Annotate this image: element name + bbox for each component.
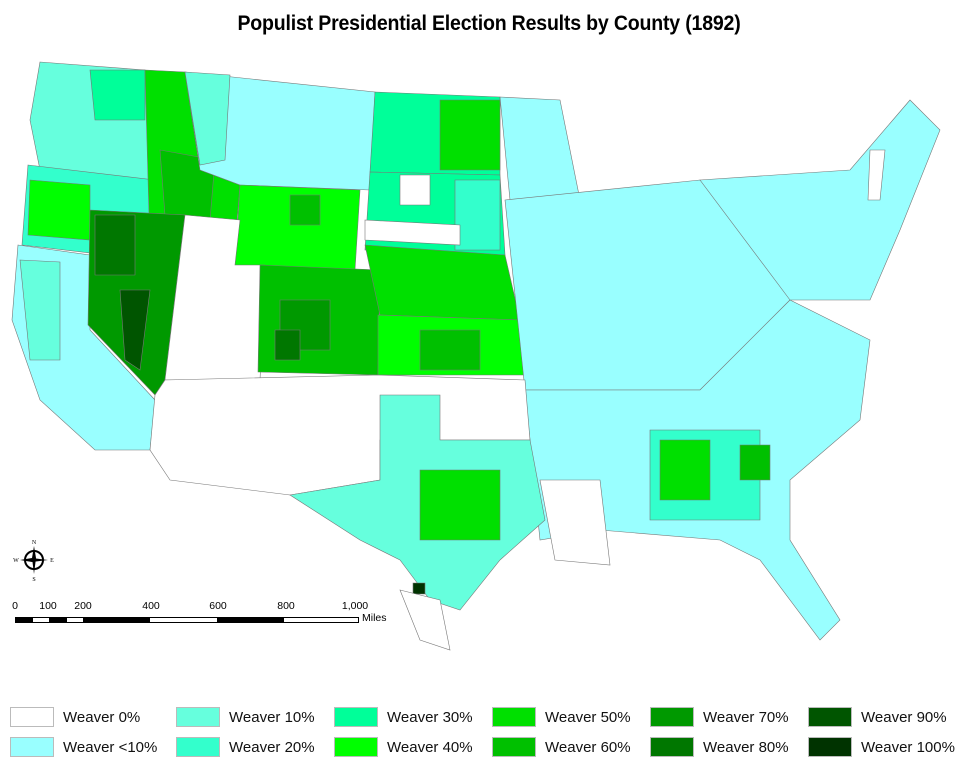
legend-item: Weaver 10% (176, 706, 315, 728)
legend-swatch (492, 737, 536, 757)
scale-segments (15, 617, 359, 623)
svg-text:S: S (32, 577, 35, 582)
legend-swatch (650, 737, 694, 757)
scale-segment (216, 618, 285, 622)
legend-swatch (176, 737, 220, 757)
legend-swatch (492, 707, 536, 727)
scale-segment (48, 618, 67, 622)
legend-item: Weaver 70% (650, 706, 789, 728)
legend-item: Weaver <10% (10, 736, 157, 758)
legend-swatch (808, 707, 852, 727)
legend-label: Weaver 80% (703, 738, 789, 756)
scale-segment (32, 618, 49, 622)
scale-unit: Miles (362, 612, 387, 624)
scale-bar: 0 100 200 400 600 800 1,000 Miles (8, 600, 408, 630)
us-county-map (11, 61, 941, 651)
map-title: Populist Presidential Election Results b… (237, 12, 741, 35)
scale-tick-label: 800 (277, 600, 295, 612)
legend-item: Weaver 60% (492, 736, 631, 758)
legend-label: Weaver 50% (545, 708, 631, 726)
legend-item: Weaver 40% (334, 736, 473, 758)
scale-segment (150, 618, 217, 622)
region-texas (289, 394, 546, 611)
svg-text:E: E (50, 558, 54, 564)
scale-ticks: 0 100 200 400 600 800 1,000 (8, 600, 408, 614)
legend-swatch (10, 707, 54, 727)
legend-label: Weaver 90% (861, 708, 947, 726)
legend-label: Weaver 10% (229, 708, 315, 726)
legend-label: Weaver 100% (861, 738, 955, 756)
scale-tick-label: 100 (39, 600, 57, 612)
scale-segment (16, 618, 33, 622)
legend: Weaver 0% Weaver <10% Weaver 10% Weaver 20%… (10, 706, 970, 766)
legend-swatch (808, 737, 852, 757)
scale-tick-label: 200 (74, 600, 92, 612)
legend-label: Weaver 40% (387, 738, 473, 756)
legend-label: Weaver <10% (63, 738, 158, 756)
region-minnesota (499, 96, 581, 201)
legend-label: Weaver 20% (229, 738, 315, 756)
scale-tick-label: 0 (12, 600, 18, 612)
legend-label: Weaver 70% (703, 708, 789, 726)
svg-text:N: N (32, 540, 37, 546)
region-nebraska (364, 244, 521, 321)
legend-swatch (10, 737, 54, 757)
legend-item: Weaver 0% (10, 706, 140, 728)
legend-swatch (176, 707, 220, 727)
scale-segment (284, 618, 358, 622)
legend-swatch (334, 707, 378, 727)
legend-label: Weaver 0% (63, 708, 141, 726)
legend-item: Weaver 50% (492, 706, 631, 728)
scale-tick-label: 400 (142, 600, 160, 612)
legend-swatch (334, 737, 378, 757)
scale-segment (66, 618, 83, 622)
scale-segment (82, 618, 151, 622)
svg-text:W: W (13, 558, 19, 564)
region-louisiana (539, 479, 611, 566)
scale-tick-label: 600 (209, 600, 227, 612)
legend-item: Weaver 100% (808, 736, 955, 758)
legend-item: Weaver 90% (808, 706, 947, 728)
legend-item: Weaver 30% (334, 706, 473, 728)
legend-label: Weaver 30% (387, 708, 473, 726)
legend-item: Weaver 20% (176, 736, 315, 758)
legend-swatch (650, 707, 694, 727)
legend-item: Weaver 80% (650, 736, 789, 758)
legend-label: Weaver 60% (545, 738, 631, 756)
compass-rose-icon: N S E W (13, 540, 54, 582)
scale-tick-label: 1,000 (341, 600, 369, 612)
